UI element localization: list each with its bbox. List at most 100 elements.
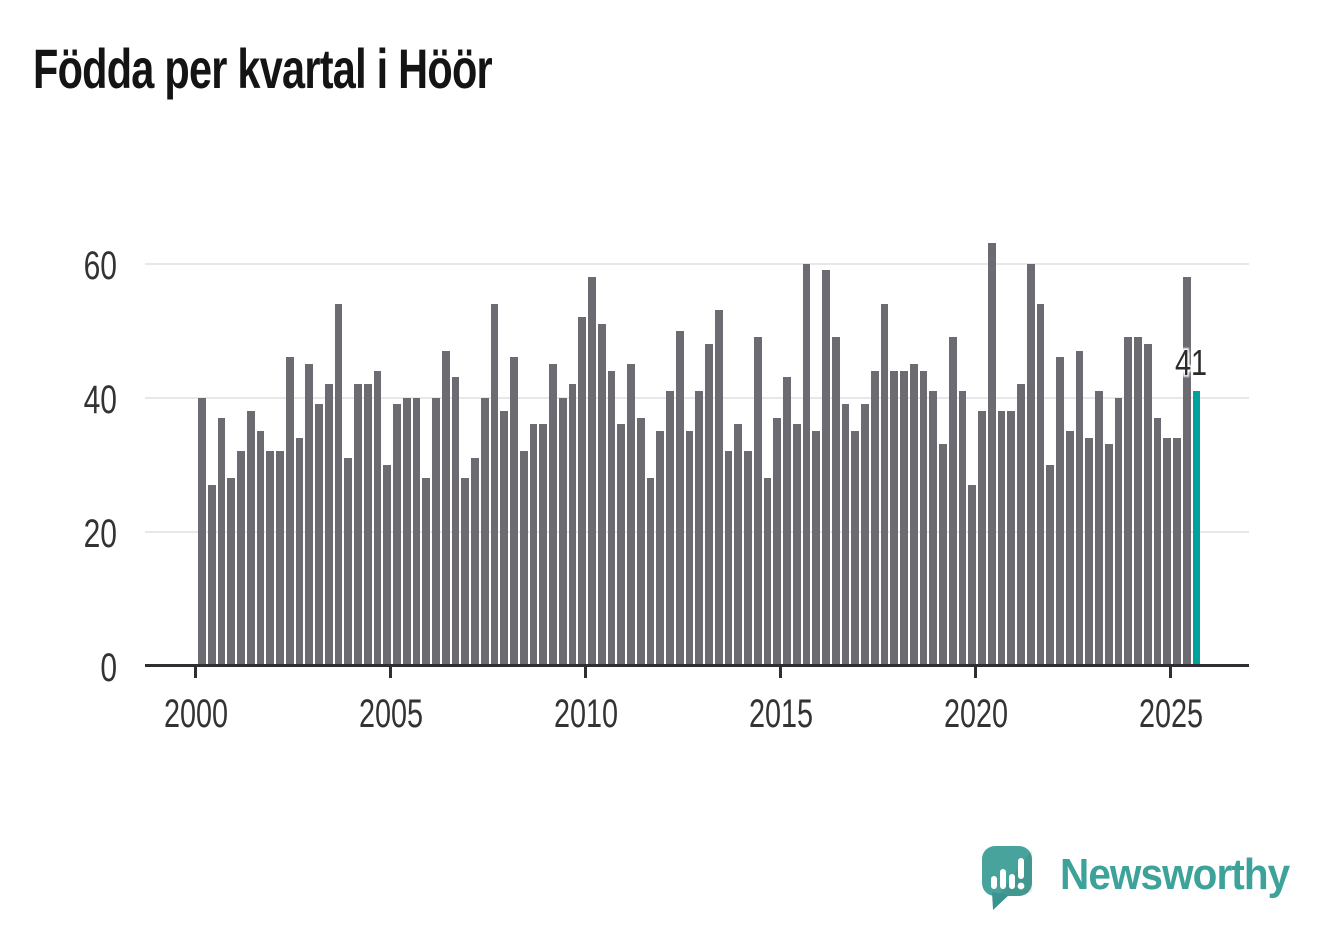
- bar: [1056, 357, 1064, 666]
- x-axis-tick: [389, 667, 392, 678]
- bar: [490, 303, 499, 666]
- bar: [763, 477, 772, 666]
- bar: [646, 477, 655, 666]
- x-axis-label: 2015: [748, 692, 813, 736]
- bar: [822, 270, 830, 666]
- bar: [549, 364, 557, 666]
- bar: [1085, 437, 1094, 666]
- bar: [519, 451, 528, 666]
- bar: [344, 457, 353, 666]
- y-axis-label: 40: [83, 377, 117, 422]
- bar: [1182, 276, 1191, 666]
- last-value-label: 41: [1174, 342, 1207, 383]
- bar: [929, 390, 938, 666]
- bar: [880, 303, 889, 666]
- x-axis-line: [145, 664, 1249, 667]
- x-axis-tick: [779, 667, 782, 678]
- bar: [900, 370, 908, 666]
- x-axis-tick: [194, 667, 197, 678]
- bar: [588, 276, 596, 666]
- bar: [792, 424, 801, 666]
- bar: [841, 404, 850, 666]
- bar: [890, 370, 899, 666]
- bar: [1036, 303, 1045, 666]
- bar: [861, 404, 869, 666]
- bar: [500, 410, 509, 666]
- bar: [870, 370, 879, 666]
- bar: [334, 303, 343, 666]
- bar: [695, 390, 704, 666]
- bar: [432, 397, 440, 666]
- bar: [705, 343, 713, 666]
- x-axis-label: 2000: [163, 692, 228, 736]
- bar: [851, 431, 860, 666]
- bar: [1075, 350, 1084, 666]
- bar: [1017, 384, 1025, 666]
- x-axis-tick: [974, 667, 977, 678]
- bar: [675, 330, 684, 666]
- gridline: [145, 262, 1249, 265]
- bar: [1124, 337, 1133, 666]
- bar: [919, 370, 928, 666]
- bar: [217, 417, 226, 666]
- bar: [597, 323, 606, 666]
- bar: [315, 404, 323, 666]
- bar-highlighted: [1192, 390, 1201, 666]
- bar: [1104, 444, 1113, 666]
- bar: [422, 477, 431, 666]
- bar: [666, 390, 674, 666]
- bar: [958, 390, 967, 666]
- bar: [471, 457, 479, 666]
- x-axis-label: 2020: [943, 692, 1008, 736]
- bar: [1134, 337, 1142, 666]
- bar: [948, 337, 957, 666]
- bar: [1065, 431, 1074, 666]
- bar: [354, 384, 362, 666]
- bar: [617, 424, 626, 666]
- bar: [227, 477, 236, 666]
- bar: [363, 384, 372, 666]
- bar: [324, 384, 333, 666]
- bar: [656, 431, 665, 666]
- bar: [831, 337, 840, 666]
- x-axis-tick: [584, 667, 587, 678]
- bar: [412, 397, 421, 666]
- y-axis-label: 20: [83, 511, 117, 556]
- bar: [636, 417, 645, 666]
- x-axis-label: 2025: [1138, 692, 1203, 736]
- bar: [685, 431, 694, 666]
- bar: [1163, 437, 1172, 666]
- bar: [773, 417, 782, 666]
- bar: [753, 337, 762, 666]
- bar: [461, 477, 470, 666]
- bar: [1143, 343, 1152, 666]
- bar: [997, 410, 1006, 666]
- bar: [1114, 397, 1123, 666]
- bar: [198, 397, 206, 666]
- bar: [539, 424, 548, 666]
- bar: [256, 431, 265, 666]
- bar: [812, 431, 821, 666]
- bar: [909, 364, 918, 666]
- x-axis-label: 2005: [358, 692, 423, 736]
- bar: [305, 364, 314, 666]
- bar: [783, 377, 791, 666]
- bar: [246, 410, 255, 666]
- bar: [373, 370, 382, 666]
- y-axis-label: 0: [100, 645, 117, 690]
- bar: [627, 364, 635, 666]
- bar: [939, 444, 947, 666]
- bar: [510, 357, 518, 666]
- bar: [578, 317, 587, 666]
- bar: [568, 384, 577, 666]
- bar: [441, 350, 450, 666]
- newsworthy-logo-icon: [982, 846, 1034, 919]
- bar: [383, 464, 392, 666]
- x-axis-label: 2010: [553, 692, 618, 736]
- bar: [734, 424, 743, 666]
- bar: [987, 243, 996, 666]
- bar: [451, 377, 460, 666]
- bar: [402, 397, 411, 666]
- bar: [276, 451, 284, 666]
